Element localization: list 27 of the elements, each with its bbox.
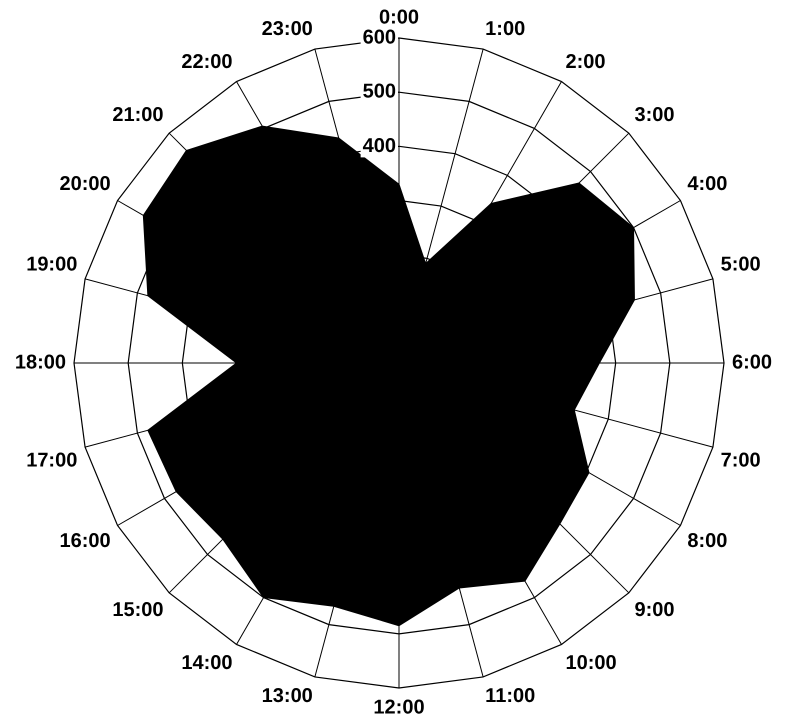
y-tick-label: 400 — [362, 134, 396, 157]
spoke-label: 16:00 — [59, 530, 111, 552]
spoke-label: 2:00 — [566, 51, 606, 74]
spoke-label: 10:00 — [566, 652, 617, 674]
spoke-label: 9:00 — [634, 598, 674, 621]
spoke-label: 20:00 — [59, 173, 111, 196]
spoke-label: 1:00 — [485, 18, 526, 40]
spoke-label: 21:00 — [112, 104, 164, 126]
spoke-label: 0:00 — [378, 6, 420, 29]
y-tick-label: 600 — [362, 26, 396, 49]
spoke-label: 23:00 — [262, 18, 313, 40]
spoke-label: 3:00 — [634, 104, 674, 126]
spoke-label: 11:00 — [485, 685, 536, 708]
spoke-label: 7:00 — [720, 450, 761, 472]
spoke-label: 19:00 — [26, 253, 78, 276]
y-tick-label: 500 — [362, 80, 396, 103]
spoke-label: 14:00 — [181, 652, 232, 674]
spoke-label: 6:00 — [732, 352, 772, 374]
spoke-label: 12:00 — [373, 696, 425, 719]
spoke-label: 15:00 — [112, 598, 164, 621]
spoke-label: 4:00 — [687, 173, 728, 196]
spoke-label: 5:00 — [720, 253, 761, 276]
spoke-label: 8:00 — [687, 530, 728, 552]
spoke-label: 13:00 — [262, 685, 313, 708]
spoke-label: 17:00 — [26, 450, 78, 472]
spoke-label: 18:00 — [14, 352, 66, 374]
spoke-label: 22:00 — [181, 51, 232, 74]
